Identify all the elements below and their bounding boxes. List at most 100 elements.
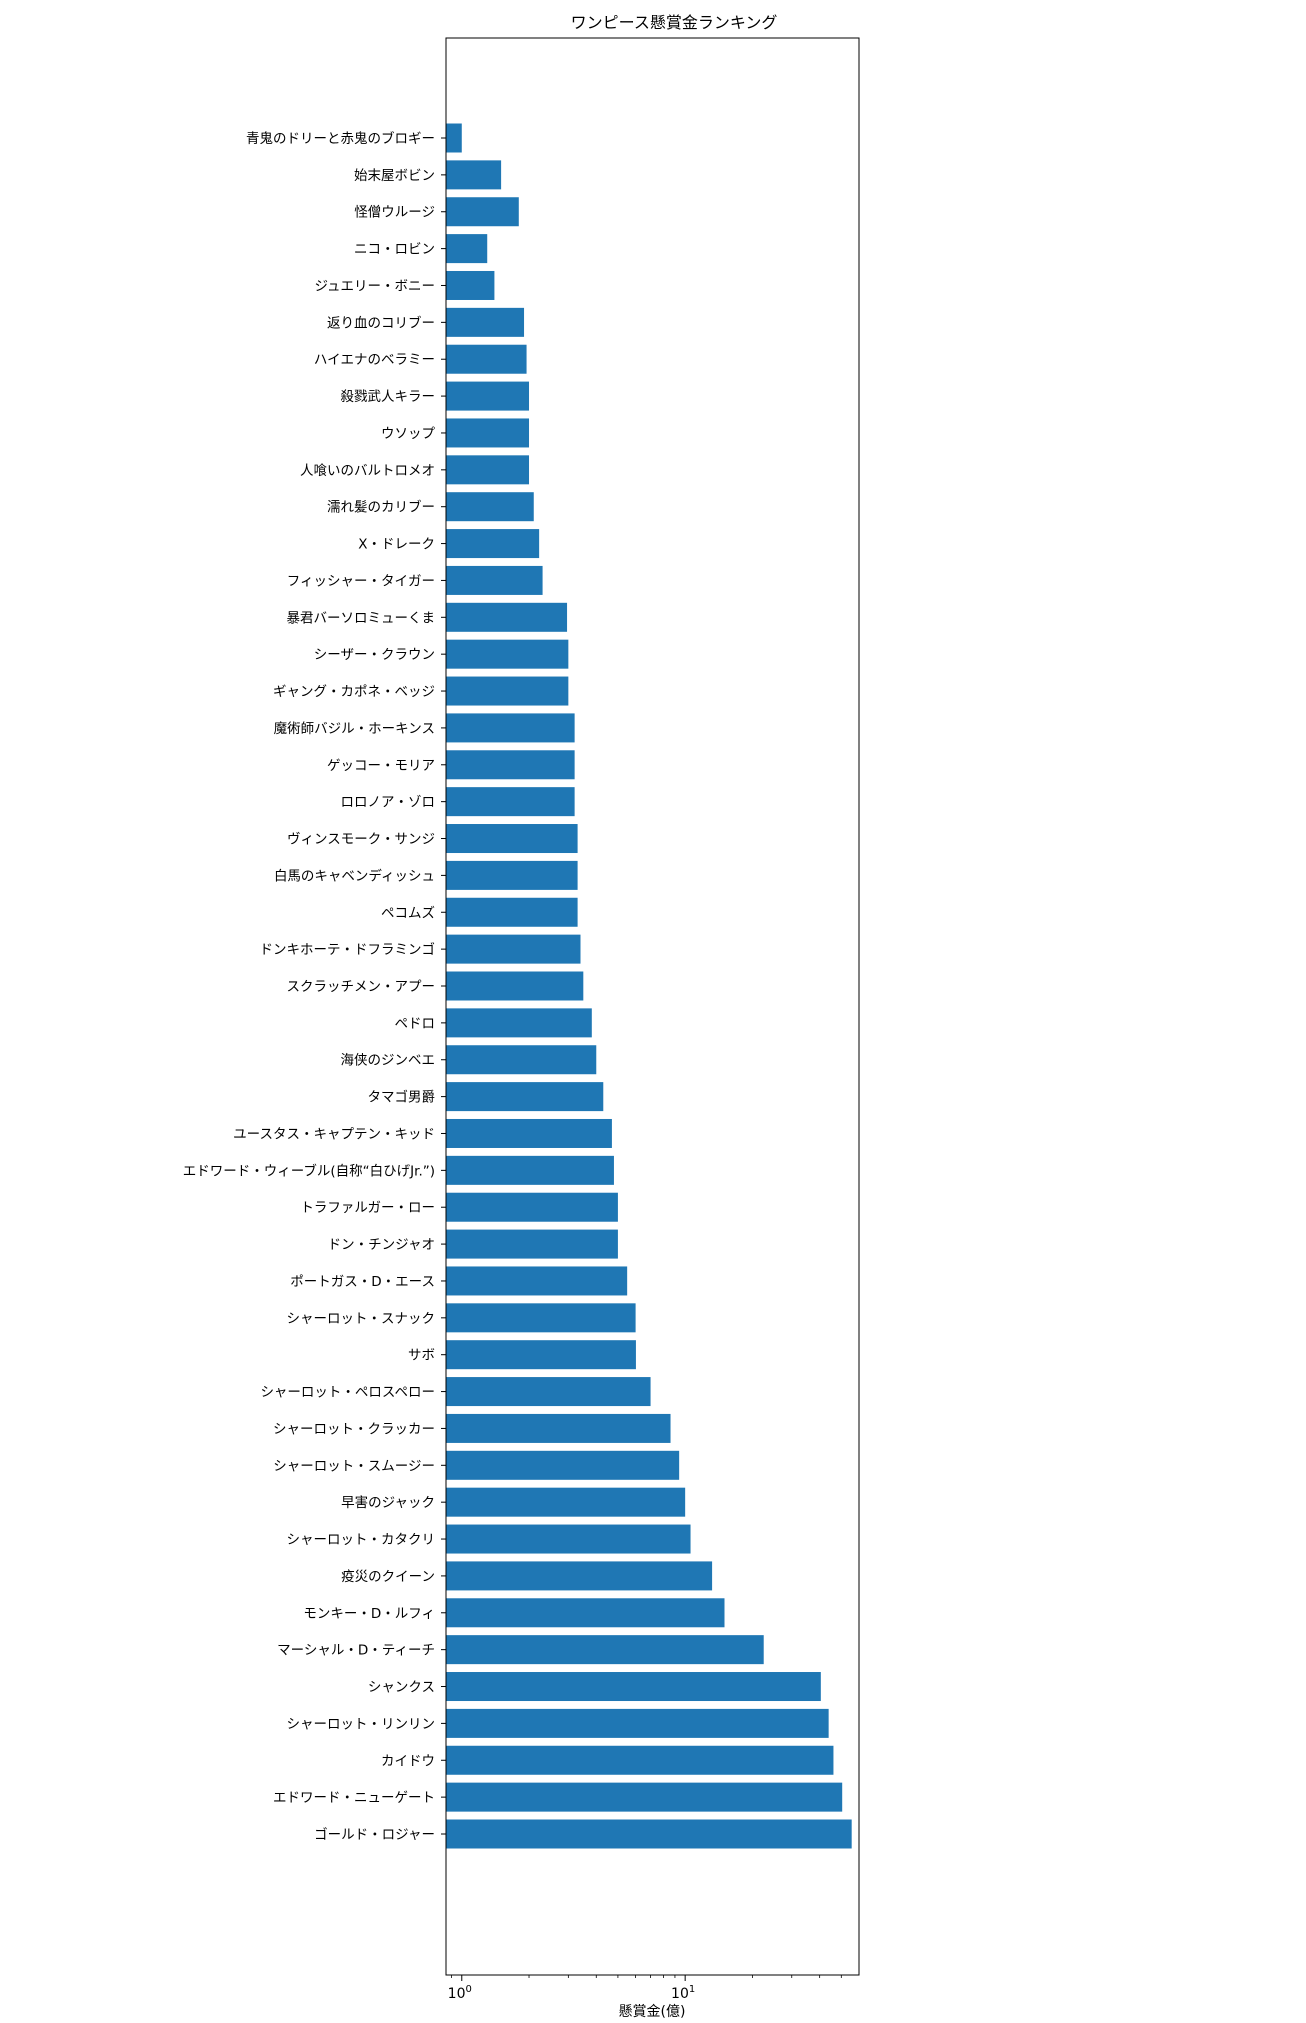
bar-32 [446, 1303, 636, 1333]
bar-34 [446, 1377, 651, 1407]
bar-45 [446, 1782, 843, 1812]
bar-29 [446, 1192, 618, 1222]
category-label-2: 怪僧ウルージ [354, 205, 435, 221]
bar-31 [446, 1266, 628, 1296]
bars-group [446, 123, 852, 1849]
bar-24 [446, 1008, 592, 1038]
bar-35 [446, 1413, 671, 1443]
bar-10 [446, 492, 534, 522]
category-label-9: 人喰いのバルトロメオ [300, 463, 435, 479]
category-label-32: シャーロット・スナック [287, 1311, 436, 1327]
category-label-7: 殺戮武人キラー [341, 389, 436, 405]
category-label-1: 始末屋ボビン [354, 168, 435, 184]
bar-17 [446, 750, 575, 780]
category-label-38: シャーロット・カタクリ [287, 1532, 436, 1548]
category-label-43: シャーロット・リンリン [287, 1716, 436, 1732]
category-label-36: シャーロット・スムージー [273, 1458, 435, 1474]
category-label-24: ペドロ [395, 1016, 436, 1032]
bar-26 [446, 1082, 604, 1112]
bar-46 [446, 1819, 852, 1849]
bar-15 [446, 676, 569, 706]
bar-41 [446, 1635, 764, 1665]
category-label-26: タマゴ男爵 [368, 1089, 436, 1106]
category-label-16: 魔術師バジル・ホーキンス [274, 721, 435, 737]
category-label-44: カイドウ [381, 1753, 435, 1769]
category-label-41: マーシャル・D・ティーチ [277, 1643, 435, 1659]
category-label-0: 青鬼のドリーと赤鬼のブロギー [246, 130, 435, 147]
category-label-5: 返り血のコリブー [327, 314, 435, 331]
bar-13 [446, 602, 568, 632]
category-label-18: ロロノア・ゾロ [341, 795, 436, 811]
bar-42 [446, 1672, 821, 1702]
category-label-30: ドン・チンジャオ [328, 1237, 435, 1253]
bar-19 [446, 824, 578, 854]
bar-40 [446, 1598, 725, 1628]
bar-27 [446, 1118, 612, 1148]
category-label-14: シーザー・クラウン [314, 647, 435, 663]
plot-frame [445, 37, 860, 1976]
bar-21 [446, 897, 578, 927]
category-label-8: ウソップ [381, 426, 435, 442]
category-label-22: ドンキホーテ・ドフラミンゴ [260, 941, 436, 958]
bar-16 [446, 713, 575, 743]
category-label-6: ハイエナのベラミー [314, 352, 435, 368]
bar-12 [446, 565, 543, 595]
bar-4 [446, 270, 495, 300]
x-tick-label-1: 101 [671, 1984, 695, 2002]
bar-44 [446, 1745, 834, 1775]
x-axis: 100 101 [448, 1975, 842, 2002]
bar-22 [446, 934, 581, 964]
category-label-45: エドワード・ニューゲート [273, 1790, 435, 1806]
category-label-35: シャーロット・クラッカー [273, 1421, 435, 1437]
bar-11 [446, 529, 540, 559]
category-label-42: シャンクス [368, 1680, 435, 1696]
bar-6 [446, 344, 527, 374]
category-label-27: ユースタス・キャプテン・キッド [233, 1126, 435, 1142]
chart-title: ワンピース懸賞金ランキング [571, 13, 778, 32]
bar-37 [446, 1487, 686, 1517]
category-label-13: 暴君バーソロミューくま [287, 610, 436, 626]
bar-30 [446, 1229, 618, 1259]
bar-0 [446, 123, 462, 153]
category-label-15: ギャング・カポネ・ベッジ [273, 684, 435, 700]
bar-23 [446, 971, 584, 1001]
bar-39 [446, 1561, 713, 1591]
category-label-4: ジュエリー・ボニー [314, 278, 435, 294]
category-label-10: 濡れ髪のカリブー [327, 499, 435, 516]
bar-14 [446, 639, 569, 669]
category-label-40: モンキー・D・ルフィ [303, 1606, 435, 1622]
bar-20 [446, 860, 578, 890]
bar-9 [446, 455, 530, 485]
category-label-11: X・ドレーク [358, 537, 435, 553]
bar-36 [446, 1450, 680, 1480]
category-labels: 青鬼のドリーと赤鬼のブロギー始末屋ボビン怪僧ウルージニコ・ロビンジュエリー・ボニ… [183, 130, 446, 1843]
bar-5 [446, 307, 525, 337]
bar-7 [446, 381, 530, 411]
bar-3 [446, 234, 488, 264]
category-label-19: ヴィンスモーク・サンジ [287, 831, 435, 848]
category-label-29: トラファルガー・ロー [300, 1200, 435, 1216]
category-label-39: 疫災のクイーン [341, 1569, 435, 1585]
bar-2 [446, 197, 519, 227]
category-label-17: ゲッコー・モリア [327, 758, 435, 774]
category-label-3: ニコ・ロビン [354, 242, 435, 258]
category-label-31: ポートガス・D・エース [290, 1274, 435, 1290]
category-label-33: サボ [408, 1348, 435, 1364]
category-label-12: フィッシャー・タイガー [287, 573, 435, 589]
category-label-28: エドワード・ウィーブル(自称“白ひげJr.”) [183, 1162, 435, 1179]
category-label-34: シャーロット・ペロスペロー [260, 1385, 435, 1401]
category-label-23: スクラッチメン・アプー [287, 979, 436, 995]
bar-18 [446, 787, 575, 817]
bar-33 [446, 1340, 636, 1370]
bar-25 [446, 1045, 597, 1075]
category-label-25: 海侠のジンベエ [341, 1053, 436, 1069]
bar-43 [446, 1708, 829, 1738]
bar-28 [446, 1155, 614, 1185]
bar-1 [446, 160, 502, 190]
bar-8 [446, 418, 530, 448]
category-label-37: 早害のジャック [341, 1495, 435, 1511]
category-label-46: ゴールド・ロジャー [314, 1826, 435, 1843]
category-label-21: ペコムズ [381, 905, 435, 921]
